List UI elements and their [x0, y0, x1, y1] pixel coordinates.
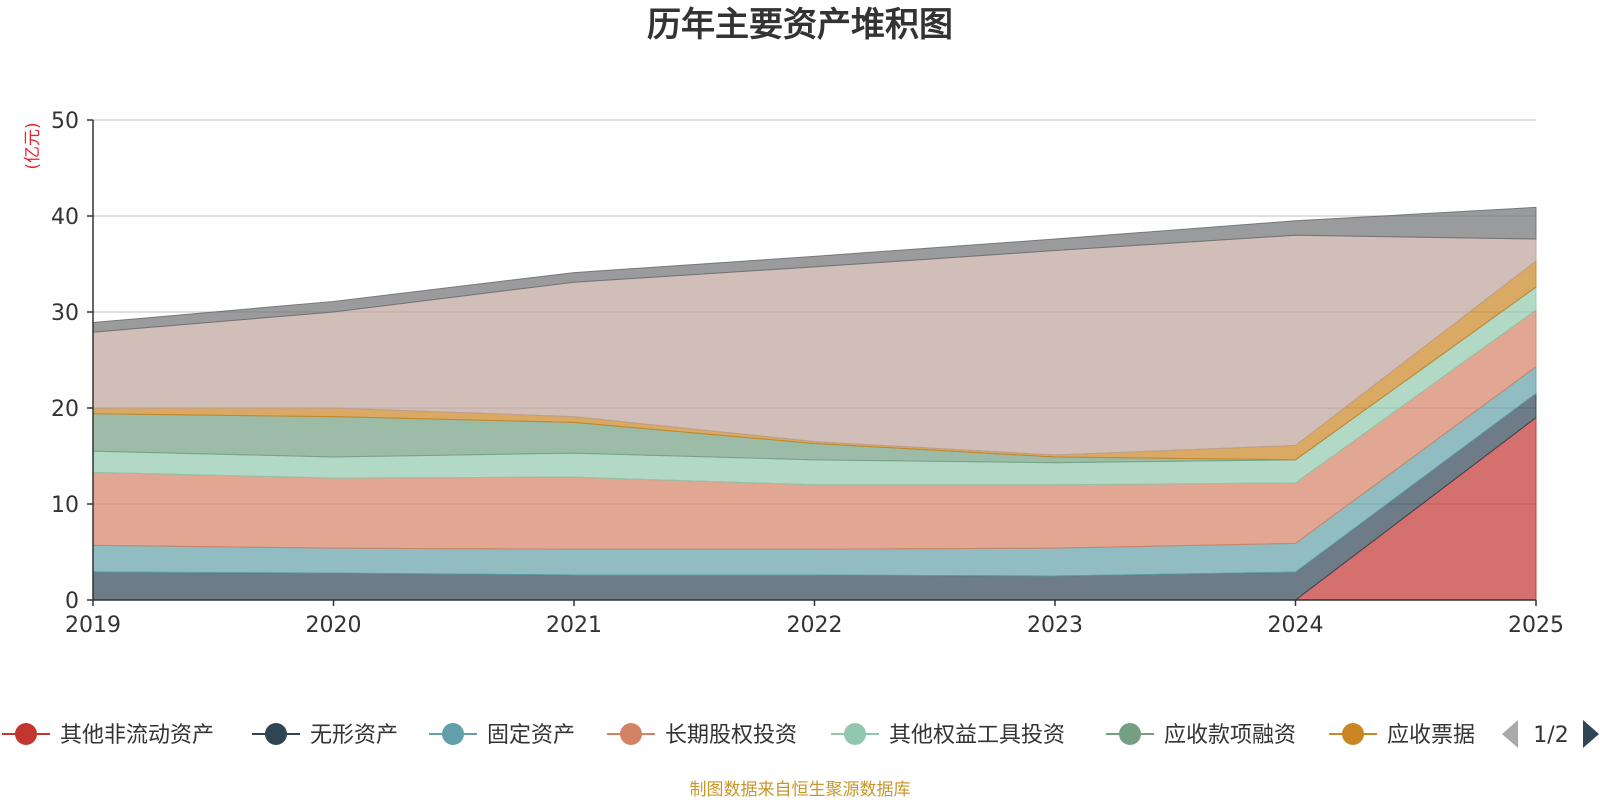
y-axis-unit-label: (亿元)	[23, 122, 43, 169]
x-tick-label: 2019	[65, 613, 121, 638]
legend-label: 长期股权投资	[665, 723, 797, 748]
y-tick-label: 10	[51, 493, 79, 518]
data-source-note: 制图数据来自恒生聚源数据库	[690, 780, 911, 800]
y-tick-label: 20	[51, 397, 79, 422]
legend-label: 应收款项融资	[1164, 723, 1296, 748]
y-tick-label: 40	[51, 205, 79, 230]
x-tick-label: 2024	[1268, 613, 1324, 638]
x-tick-label: 2023	[1027, 613, 1083, 638]
legend-marker-icon	[1342, 723, 1364, 745]
legend-item[interactable]: 其他非流动资产	[2, 723, 214, 748]
legend-item[interactable]: 其他权益工具投资	[831, 723, 1065, 748]
x-tick-label: 2021	[546, 613, 602, 638]
legend-label: 固定资产	[487, 723, 575, 748]
legend-label: 无形资产	[310, 723, 398, 748]
axes: 0 10 20 30 40 50 2019 2020 2021 2022 2023 2024 2025	[51, 109, 1564, 638]
legend-item[interactable]: 长期股权投资	[607, 723, 797, 748]
x-tick-label: 2022	[787, 613, 843, 638]
legend-marker-icon	[620, 723, 642, 745]
legend-marker-icon	[844, 723, 866, 745]
legend-label: 应收票据	[1387, 723, 1475, 748]
y-tick-label: 50	[51, 109, 79, 134]
x-tick-label: 2020	[306, 613, 362, 638]
legend-item[interactable]: 固定资产	[429, 723, 575, 748]
y-tick-label: 0	[65, 589, 79, 614]
legend-marker-icon	[265, 723, 287, 745]
legend-marker-icon	[15, 723, 37, 745]
legend-item[interactable]: 应收款项融资	[1106, 723, 1296, 748]
legend-item[interactable]: 无形资产	[252, 723, 398, 748]
legend-label: 其他权益工具投资	[889, 723, 1065, 748]
legend-label: 其他非流动资产	[60, 723, 214, 748]
legend-prev-page-icon[interactable]	[1502, 720, 1518, 748]
legend: 其他非流动资产 无形资产 固定资产 长期股权投资 其他权益工具投资 应收款项融资 应收票据 1…	[2, 720, 1599, 748]
x-tick-label: 2025	[1508, 613, 1564, 638]
y-tick-label: 30	[51, 301, 79, 326]
legend-marker-icon	[442, 723, 464, 745]
area-series	[92, 206, 1537, 601]
legend-item[interactable]: 应收票据	[1329, 723, 1475, 748]
legend-next-page-icon[interactable]	[1583, 720, 1599, 748]
legend-page-indicator: 1/2	[1533, 723, 1568, 748]
chart-title: 历年主要资产堆积图	[647, 5, 953, 45]
legend-marker-icon	[1119, 723, 1141, 745]
area-series-8	[92, 206, 1537, 333]
